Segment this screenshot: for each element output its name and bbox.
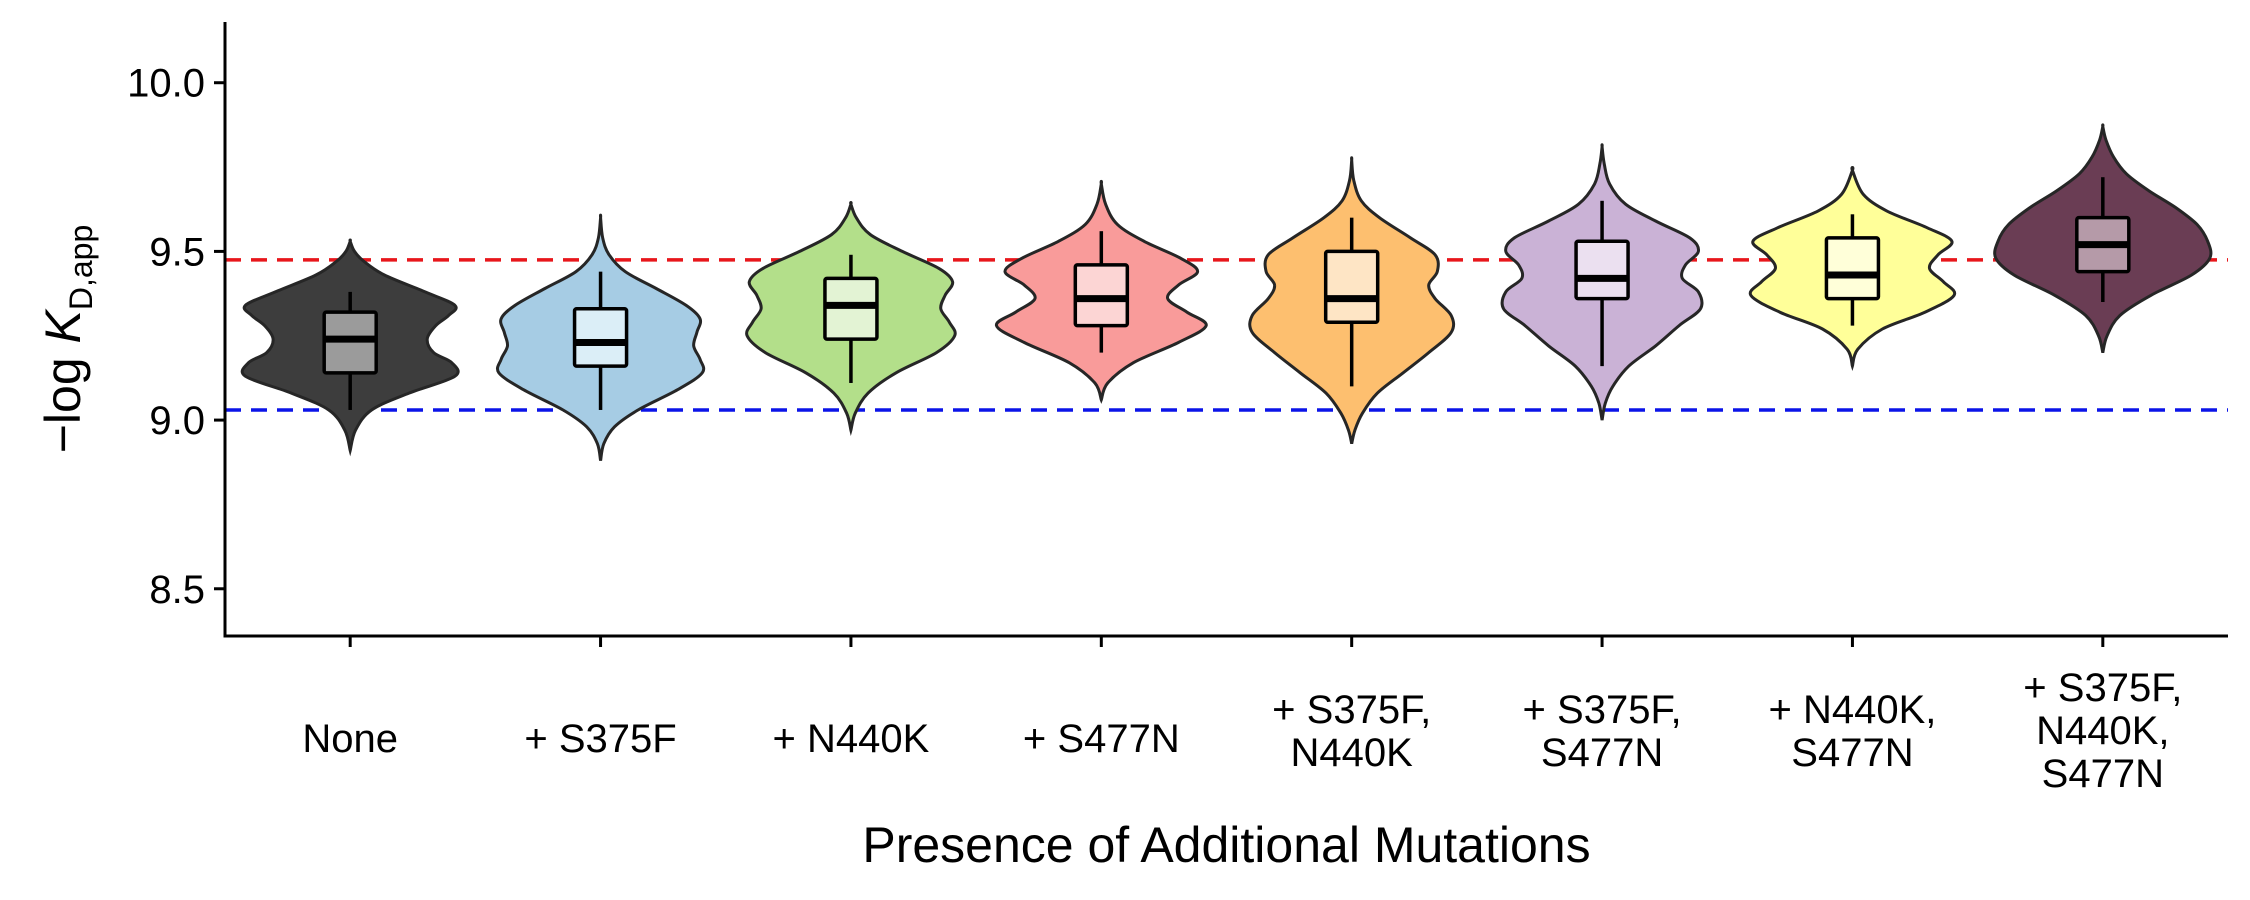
x-tick-label-line: S477N — [1541, 731, 1663, 775]
y-axis-title-subscript: D,app — [63, 225, 99, 310]
x-tick-label-line: + S375F — [524, 717, 676, 761]
y-axis-ticks: 8.5 9.0 9.5 10.0 — [127, 62, 225, 612]
violin-group — [240, 238, 460, 457]
iqr-box — [1323, 249, 1380, 325]
x-tick-label: + N440K, S477N — [1768, 688, 1936, 775]
x-tick-label: + S375F, N440K, S477N — [2023, 666, 2182, 796]
violin-group — [745, 200, 957, 437]
axes — [223, 22, 2228, 638]
x-tick-label: + S375F, N440K — [1272, 688, 1431, 775]
x-axis-title: Presence of Additional Mutations — [862, 817, 1590, 873]
x-tick-label-line: S477N — [2042, 752, 2164, 796]
x-tick-label: None — [302, 717, 398, 761]
x-tick-label-line: + N440K, — [1768, 688, 1936, 732]
violin-group — [1248, 156, 1456, 445]
iqr-box — [1574, 239, 1630, 301]
x-tick-label-line: S477N — [1791, 731, 1913, 775]
x-tick-label-line: + N440K — [773, 717, 930, 761]
x-tick-label: + N440K — [773, 717, 930, 761]
y-axis-title-prefix: −log — [35, 343, 91, 453]
x-tick-label: + S477N — [1023, 717, 1180, 761]
x-tick-label-line: N440K — [1291, 731, 1414, 775]
x-tick-label-line: + S375F, — [1523, 688, 1682, 732]
iqr-box — [572, 307, 629, 368]
y-tick-label: 9.0 — [149, 399, 205, 443]
x-tick-label: + S375F, S477N — [1523, 688, 1682, 775]
y-axis-title-symbol: K — [35, 307, 91, 343]
violin-group — [1500, 143, 1704, 421]
x-tick-label-line: + S477N — [1023, 717, 1180, 761]
violin-series — [240, 123, 2213, 461]
x-axis-ticks: None + S375F + N440K + S477N+ S375F, N440K+ … — [302, 636, 2182, 796]
y-axis-title: −log KD,app — [35, 225, 99, 454]
x-tick-label-line: N440K, — [2036, 709, 2169, 753]
violin-group — [994, 179, 1208, 404]
iqr-box — [1824, 236, 1881, 301]
y-tick-label: 9.5 — [149, 230, 205, 274]
x-tick-label-line: None — [302, 717, 398, 761]
x-tick-label-line: + S375F, — [2023, 666, 2182, 710]
violin-group — [495, 213, 706, 461]
y-tick-label: 8.5 — [149, 568, 205, 612]
x-tick-label: + S375F — [524, 717, 676, 761]
violin-group — [1748, 165, 1957, 372]
y-tick-label: 10.0 — [127, 62, 205, 106]
violin-group — [1993, 123, 2213, 353]
x-tick-label-line: + S375F, — [1272, 688, 1431, 732]
